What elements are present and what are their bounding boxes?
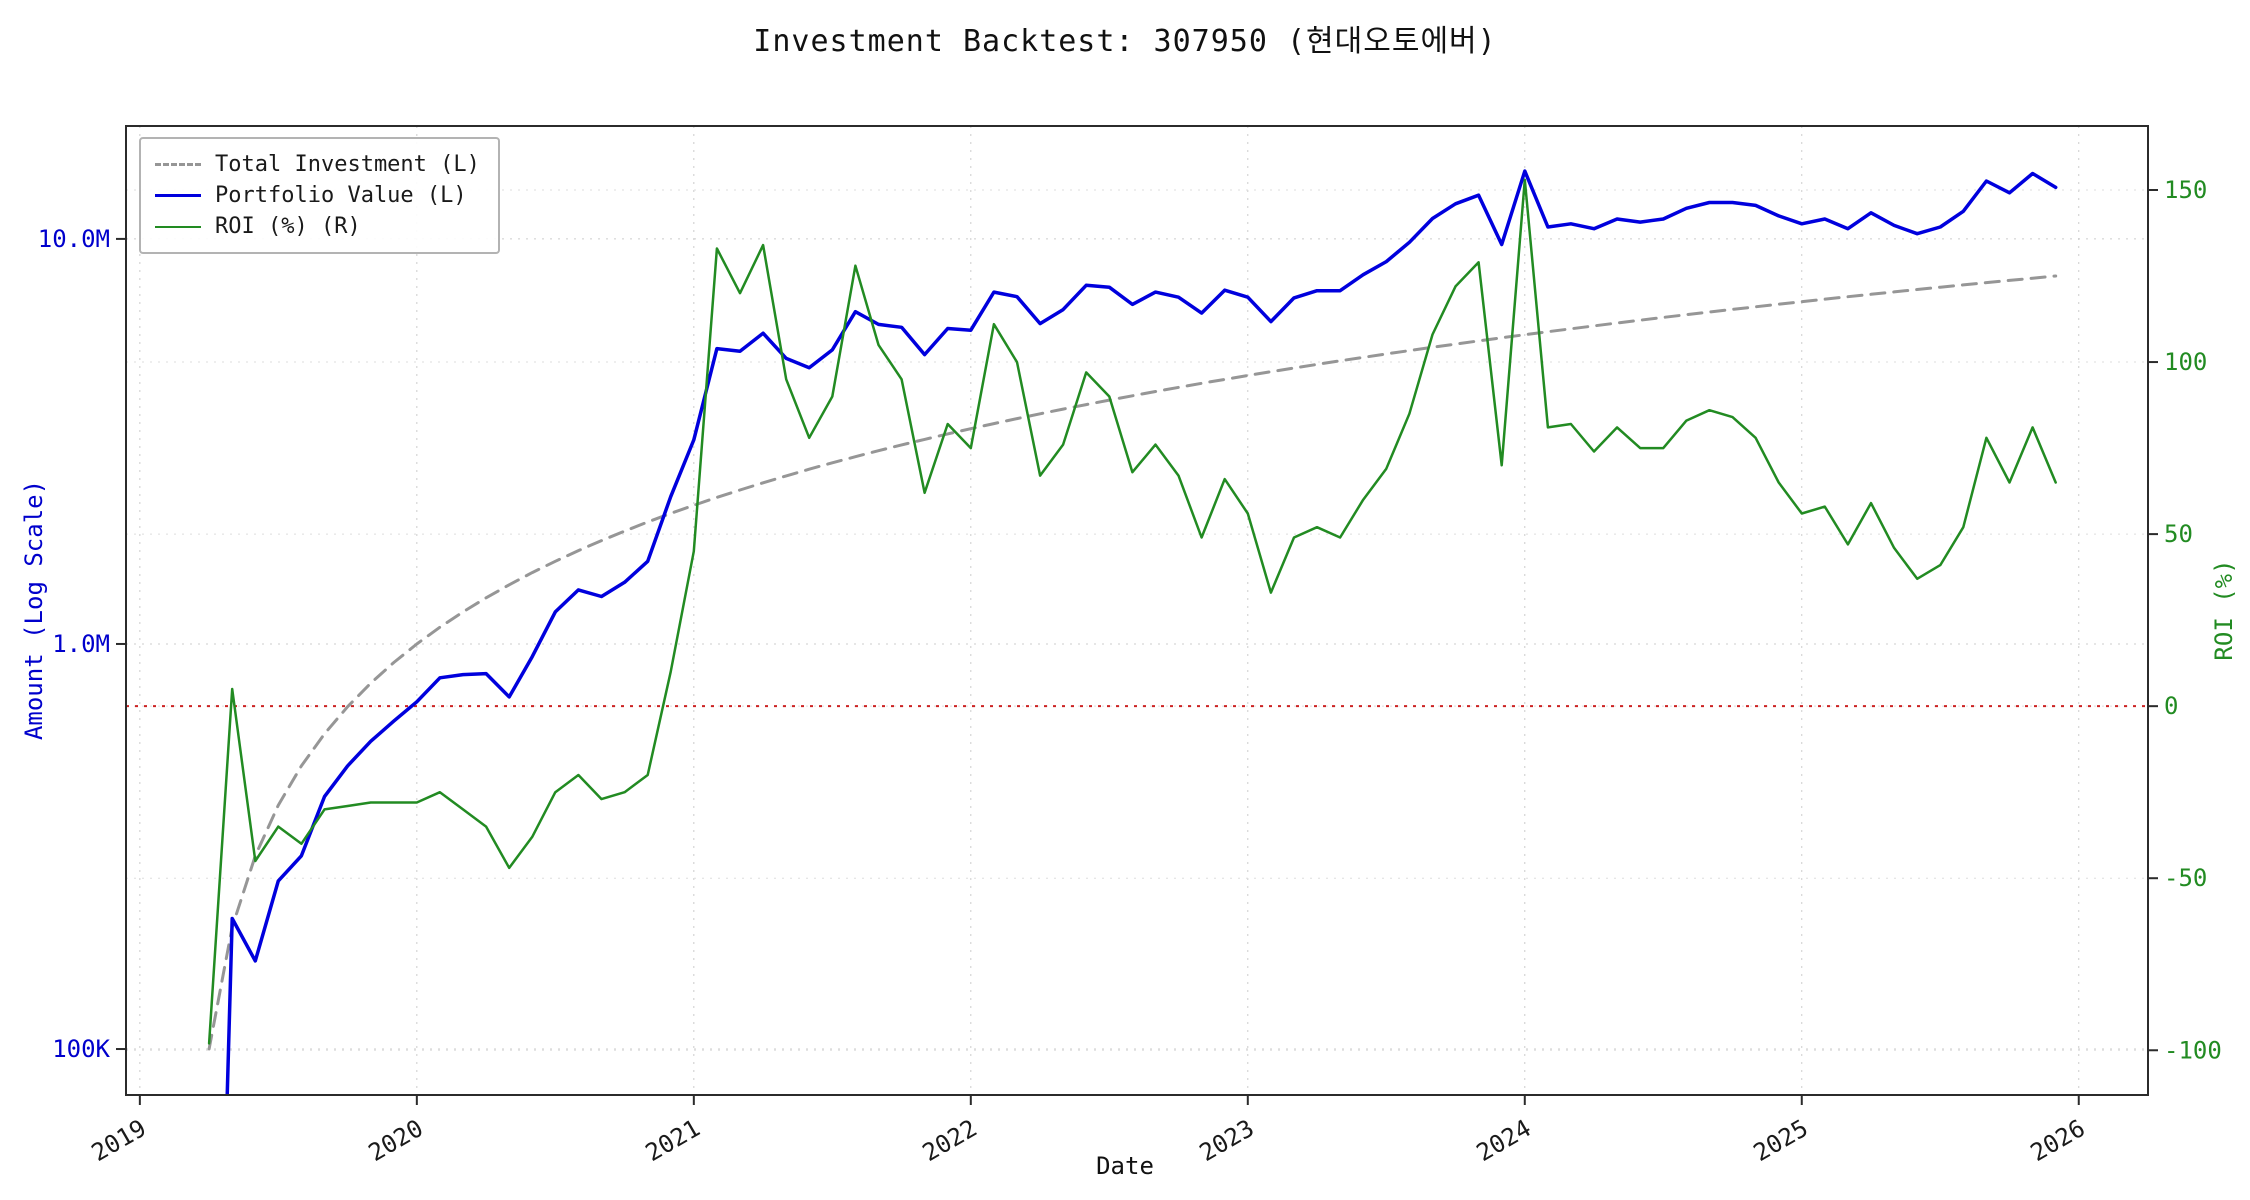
y-left-tick-label: 10.0M: [38, 225, 110, 253]
solid-line-sample-icon: [155, 225, 201, 228]
x-axis-label: Date: [1096, 1152, 1154, 1180]
y-right-tick-label: 150: [2164, 176, 2207, 204]
dashed-line-sample-icon: [155, 163, 201, 166]
y-axis-left-label: Amount (Log Scale): [20, 479, 48, 741]
series-line-2: [207, 178, 2057, 1045]
legend: Total Investment (L) Portfolio Value (L)…: [139, 137, 500, 254]
series-line-1: [225, 169, 2058, 1095]
y-right-tick-label: 50: [2164, 520, 2193, 548]
legend-label: Total Investment (L): [215, 152, 480, 177]
series-line-0: [207, 274, 2058, 1051]
grid: [126, 126, 2148, 1095]
y-axis-right-label: ROI (%): [2210, 559, 2238, 661]
legend-item-total-investment: Total Investment (L): [155, 149, 480, 180]
y-right-tick-label: -100: [2164, 1036, 2222, 1064]
y-right-tick-label: 100: [2164, 348, 2207, 376]
legend-label: ROI (%) (R): [215, 214, 361, 239]
chart-title: Investment Backtest: 307950 (현대오토에버): [753, 24, 1497, 59]
solid-line-sample-icon: [155, 194, 201, 197]
y-right-tick-label: -50: [2164, 864, 2207, 892]
y-right-tick-label: 0: [2164, 692, 2178, 720]
y-left-tick-label: 100K: [52, 1035, 110, 1063]
legend-item-portfolio-value: Portfolio Value (L): [155, 180, 480, 211]
legend-item-roi: ROI (%) (R): [155, 211, 480, 242]
y-left-tick-label: 1.0M: [52, 630, 110, 658]
plot-border: [125, 125, 2149, 1096]
legend-label: Portfolio Value (L): [215, 183, 467, 208]
